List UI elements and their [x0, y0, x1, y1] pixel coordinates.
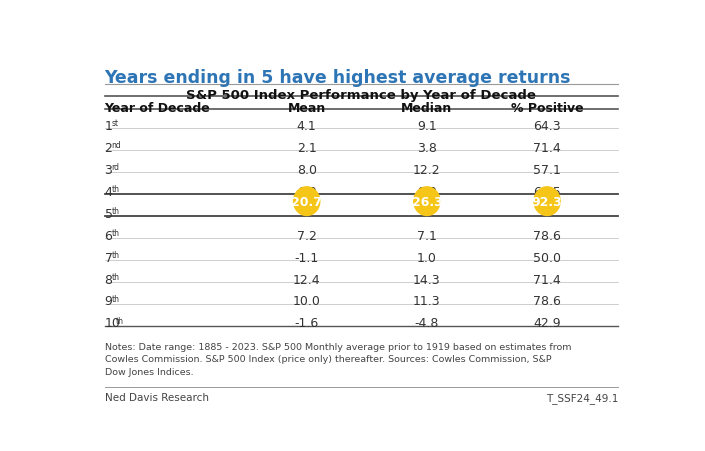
- Text: 14.3: 14.3: [413, 273, 441, 286]
- Text: 4.1: 4.1: [297, 120, 317, 133]
- Text: th: th: [111, 207, 120, 216]
- Text: 8: 8: [104, 273, 113, 286]
- Text: Mean: Mean: [288, 101, 326, 115]
- Text: 61.5: 61.5: [533, 185, 561, 198]
- Text: nd: nd: [111, 141, 121, 150]
- Text: 71.4: 71.4: [533, 273, 561, 286]
- Text: % Positive: % Positive: [510, 101, 584, 115]
- Text: 8.0: 8.0: [297, 164, 317, 176]
- Text: 4: 4: [104, 185, 112, 198]
- Text: 2: 2: [104, 142, 112, 155]
- Text: Ned Davis Research: Ned Davis Research: [104, 392, 209, 402]
- Text: -4.8: -4.8: [415, 317, 439, 330]
- Ellipse shape: [293, 188, 320, 216]
- Text: 12.2: 12.2: [413, 164, 441, 176]
- Text: st: st: [111, 119, 118, 128]
- Text: 5: 5: [104, 207, 113, 220]
- Text: 10.0: 10.0: [293, 295, 321, 308]
- Text: th: th: [111, 250, 120, 259]
- Text: Median: Median: [401, 101, 453, 115]
- Text: 6.9: 6.9: [297, 185, 317, 198]
- Text: 42.9: 42.9: [533, 317, 561, 330]
- Text: 9: 9: [104, 295, 112, 308]
- Text: 20.7: 20.7: [291, 195, 322, 208]
- Text: 3.8: 3.8: [417, 142, 437, 155]
- Text: Notes: Date range: 1885 - 2023. S&P 500 Monthly average prior to 1919 based on e: Notes: Date range: 1885 - 2023. S&P 500 …: [104, 342, 571, 376]
- Text: 92.3: 92.3: [532, 195, 563, 208]
- Text: 2.1: 2.1: [297, 142, 317, 155]
- Text: 1.0: 1.0: [417, 251, 437, 264]
- Text: 50.0: 50.0: [533, 251, 561, 264]
- Text: 9.0: 9.0: [417, 185, 437, 198]
- Text: 7: 7: [104, 251, 113, 264]
- Text: 64.3: 64.3: [533, 120, 561, 133]
- Text: 3: 3: [104, 164, 112, 176]
- Text: 9.1: 9.1: [417, 120, 437, 133]
- Text: S&P 500 Index Performance by Year of Decade: S&P 500 Index Performance by Year of Dec…: [186, 89, 537, 102]
- Text: -1.6: -1.6: [295, 317, 319, 330]
- Text: 7.2: 7.2: [297, 229, 317, 242]
- Text: 6: 6: [104, 229, 112, 242]
- Text: th: th: [111, 294, 120, 303]
- Text: th: th: [111, 229, 120, 237]
- Text: Year of Decade: Year of Decade: [104, 101, 210, 115]
- Text: T_SSF24_49.1: T_SSF24_49.1: [546, 392, 618, 403]
- Ellipse shape: [414, 188, 440, 216]
- Text: 10: 10: [104, 317, 121, 330]
- Text: 7.1: 7.1: [417, 229, 437, 242]
- Text: 71.4: 71.4: [533, 142, 561, 155]
- Ellipse shape: [534, 188, 560, 216]
- Text: 78.6: 78.6: [533, 295, 561, 308]
- Text: 11.3: 11.3: [413, 295, 441, 308]
- Text: 26.3: 26.3: [412, 195, 442, 208]
- Text: th: th: [111, 272, 120, 281]
- Text: 57.1: 57.1: [533, 164, 561, 176]
- Text: 1: 1: [104, 120, 112, 133]
- Text: th: th: [116, 316, 123, 325]
- Text: 78.6: 78.6: [533, 229, 561, 242]
- Text: -1.1: -1.1: [295, 251, 319, 264]
- Text: 12.4: 12.4: [293, 273, 321, 286]
- Text: rd: rd: [111, 163, 120, 172]
- Text: Years ending in 5 have highest average returns: Years ending in 5 have highest average r…: [104, 69, 571, 87]
- Text: th: th: [111, 185, 120, 193]
